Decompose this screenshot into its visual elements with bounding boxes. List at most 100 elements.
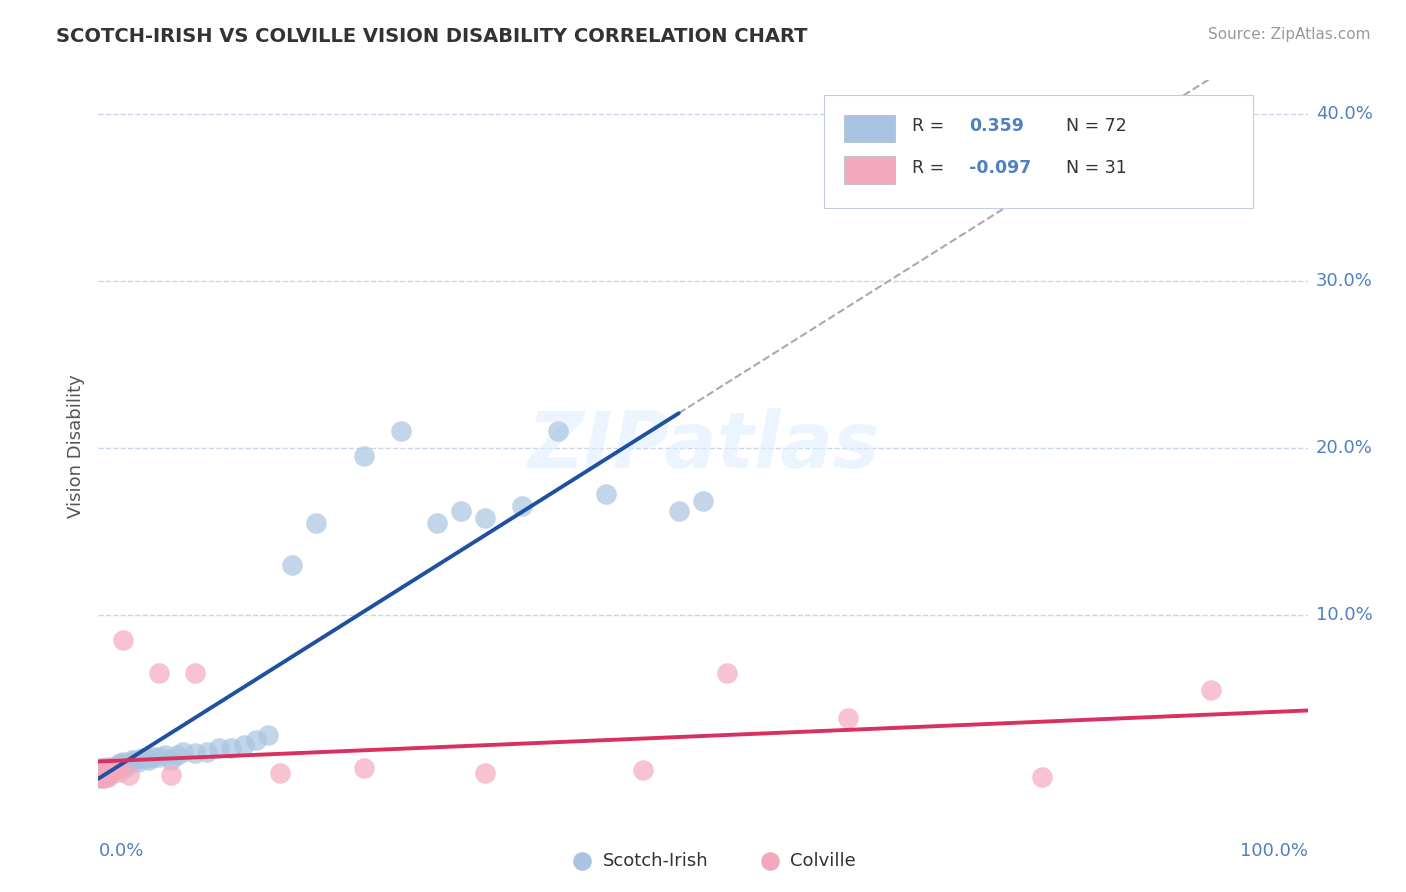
Point [208, 741, 231, 756]
Text: ZIPatlas: ZIPatlas [527, 408, 879, 484]
Point [118, 768, 141, 782]
Text: N = 31: N = 31 [1066, 159, 1126, 177]
Point [94, 764, 117, 779]
Point [160, 753, 183, 767]
Point [547, 424, 569, 438]
Point [1199, 682, 1222, 697]
Point [148, 749, 170, 764]
Point [100, 764, 122, 779]
Point [281, 558, 304, 572]
Point [111, 632, 134, 647]
Point [172, 745, 194, 759]
Point [692, 494, 714, 508]
Bar [845, 115, 896, 143]
Point [89, 770, 111, 784]
Point [91, 772, 114, 786]
Point [100, 761, 122, 775]
Text: Scotch-Irish: Scotch-Irish [603, 853, 709, 871]
Point [98, 768, 121, 782]
Point [98, 763, 121, 777]
Point [93, 763, 115, 777]
Point [90, 766, 112, 780]
Point [510, 499, 533, 513]
Point [105, 761, 128, 775]
Point [90, 768, 112, 782]
Text: 0.0%: 0.0% [98, 842, 143, 860]
Point [716, 666, 738, 681]
Point [90, 770, 112, 784]
Point [91, 770, 114, 784]
Point [93, 770, 115, 784]
Point [256, 728, 278, 742]
Point [305, 516, 328, 530]
Point [118, 756, 141, 771]
Point [153, 747, 176, 762]
Point [127, 755, 149, 769]
Point [91, 768, 114, 782]
Text: 100.0%: 100.0% [1240, 842, 1308, 860]
Point [91, 768, 114, 782]
Point [91, 763, 114, 777]
Text: R =: R = [912, 159, 950, 177]
Point [595, 487, 617, 501]
Point [89, 764, 111, 779]
Text: Source: ZipAtlas.com: Source: ZipAtlas.com [1208, 27, 1371, 42]
Text: Colville: Colville [790, 853, 856, 871]
Point [103, 763, 125, 777]
Point [90, 766, 112, 780]
Point [97, 759, 120, 773]
Point [160, 768, 183, 782]
Text: R =: R = [912, 118, 950, 136]
Point [837, 711, 859, 725]
Point [184, 746, 207, 760]
Text: 0.359: 0.359 [969, 118, 1024, 136]
Point [96, 763, 118, 777]
Point [195, 745, 218, 759]
Text: 10.0%: 10.0% [1316, 606, 1372, 624]
Point [135, 751, 157, 765]
Point [97, 763, 120, 777]
Point [90, 761, 112, 775]
Point [474, 511, 496, 525]
Point [96, 768, 118, 782]
Point [93, 772, 115, 786]
Point [142, 749, 165, 764]
FancyBboxPatch shape [824, 95, 1253, 209]
Point [758, 888, 780, 892]
Point [91, 770, 114, 784]
Point [426, 516, 449, 530]
Point [94, 761, 117, 775]
Point [232, 738, 254, 752]
Point [353, 449, 375, 463]
Point [93, 766, 115, 780]
Point [94, 764, 117, 779]
Point [450, 504, 472, 518]
Point [221, 741, 243, 756]
Point [90, 763, 112, 777]
Point [97, 770, 120, 784]
Point [103, 763, 125, 777]
Point [96, 766, 118, 780]
Point [93, 766, 115, 780]
Point [131, 751, 153, 765]
Point [101, 759, 124, 773]
Point [166, 747, 188, 762]
Point [114, 759, 136, 773]
Point [121, 753, 143, 767]
Point [124, 753, 146, 767]
Text: N = 72: N = 72 [1066, 118, 1126, 136]
Bar [845, 156, 896, 184]
Point [91, 768, 114, 782]
Point [89, 772, 111, 786]
Point [100, 764, 122, 779]
Text: 20.0%: 20.0% [1316, 439, 1372, 457]
Point [389, 424, 412, 438]
Point [91, 761, 114, 775]
Point [91, 763, 114, 777]
Text: SCOTCH-IRISH VS COLVILLE VISION DISABILITY CORRELATION CHART: SCOTCH-IRISH VS COLVILLE VISION DISABILI… [56, 27, 807, 45]
Point [108, 764, 131, 779]
Point [91, 764, 114, 779]
Point [184, 666, 207, 681]
Point [668, 504, 690, 518]
Point [91, 766, 114, 780]
